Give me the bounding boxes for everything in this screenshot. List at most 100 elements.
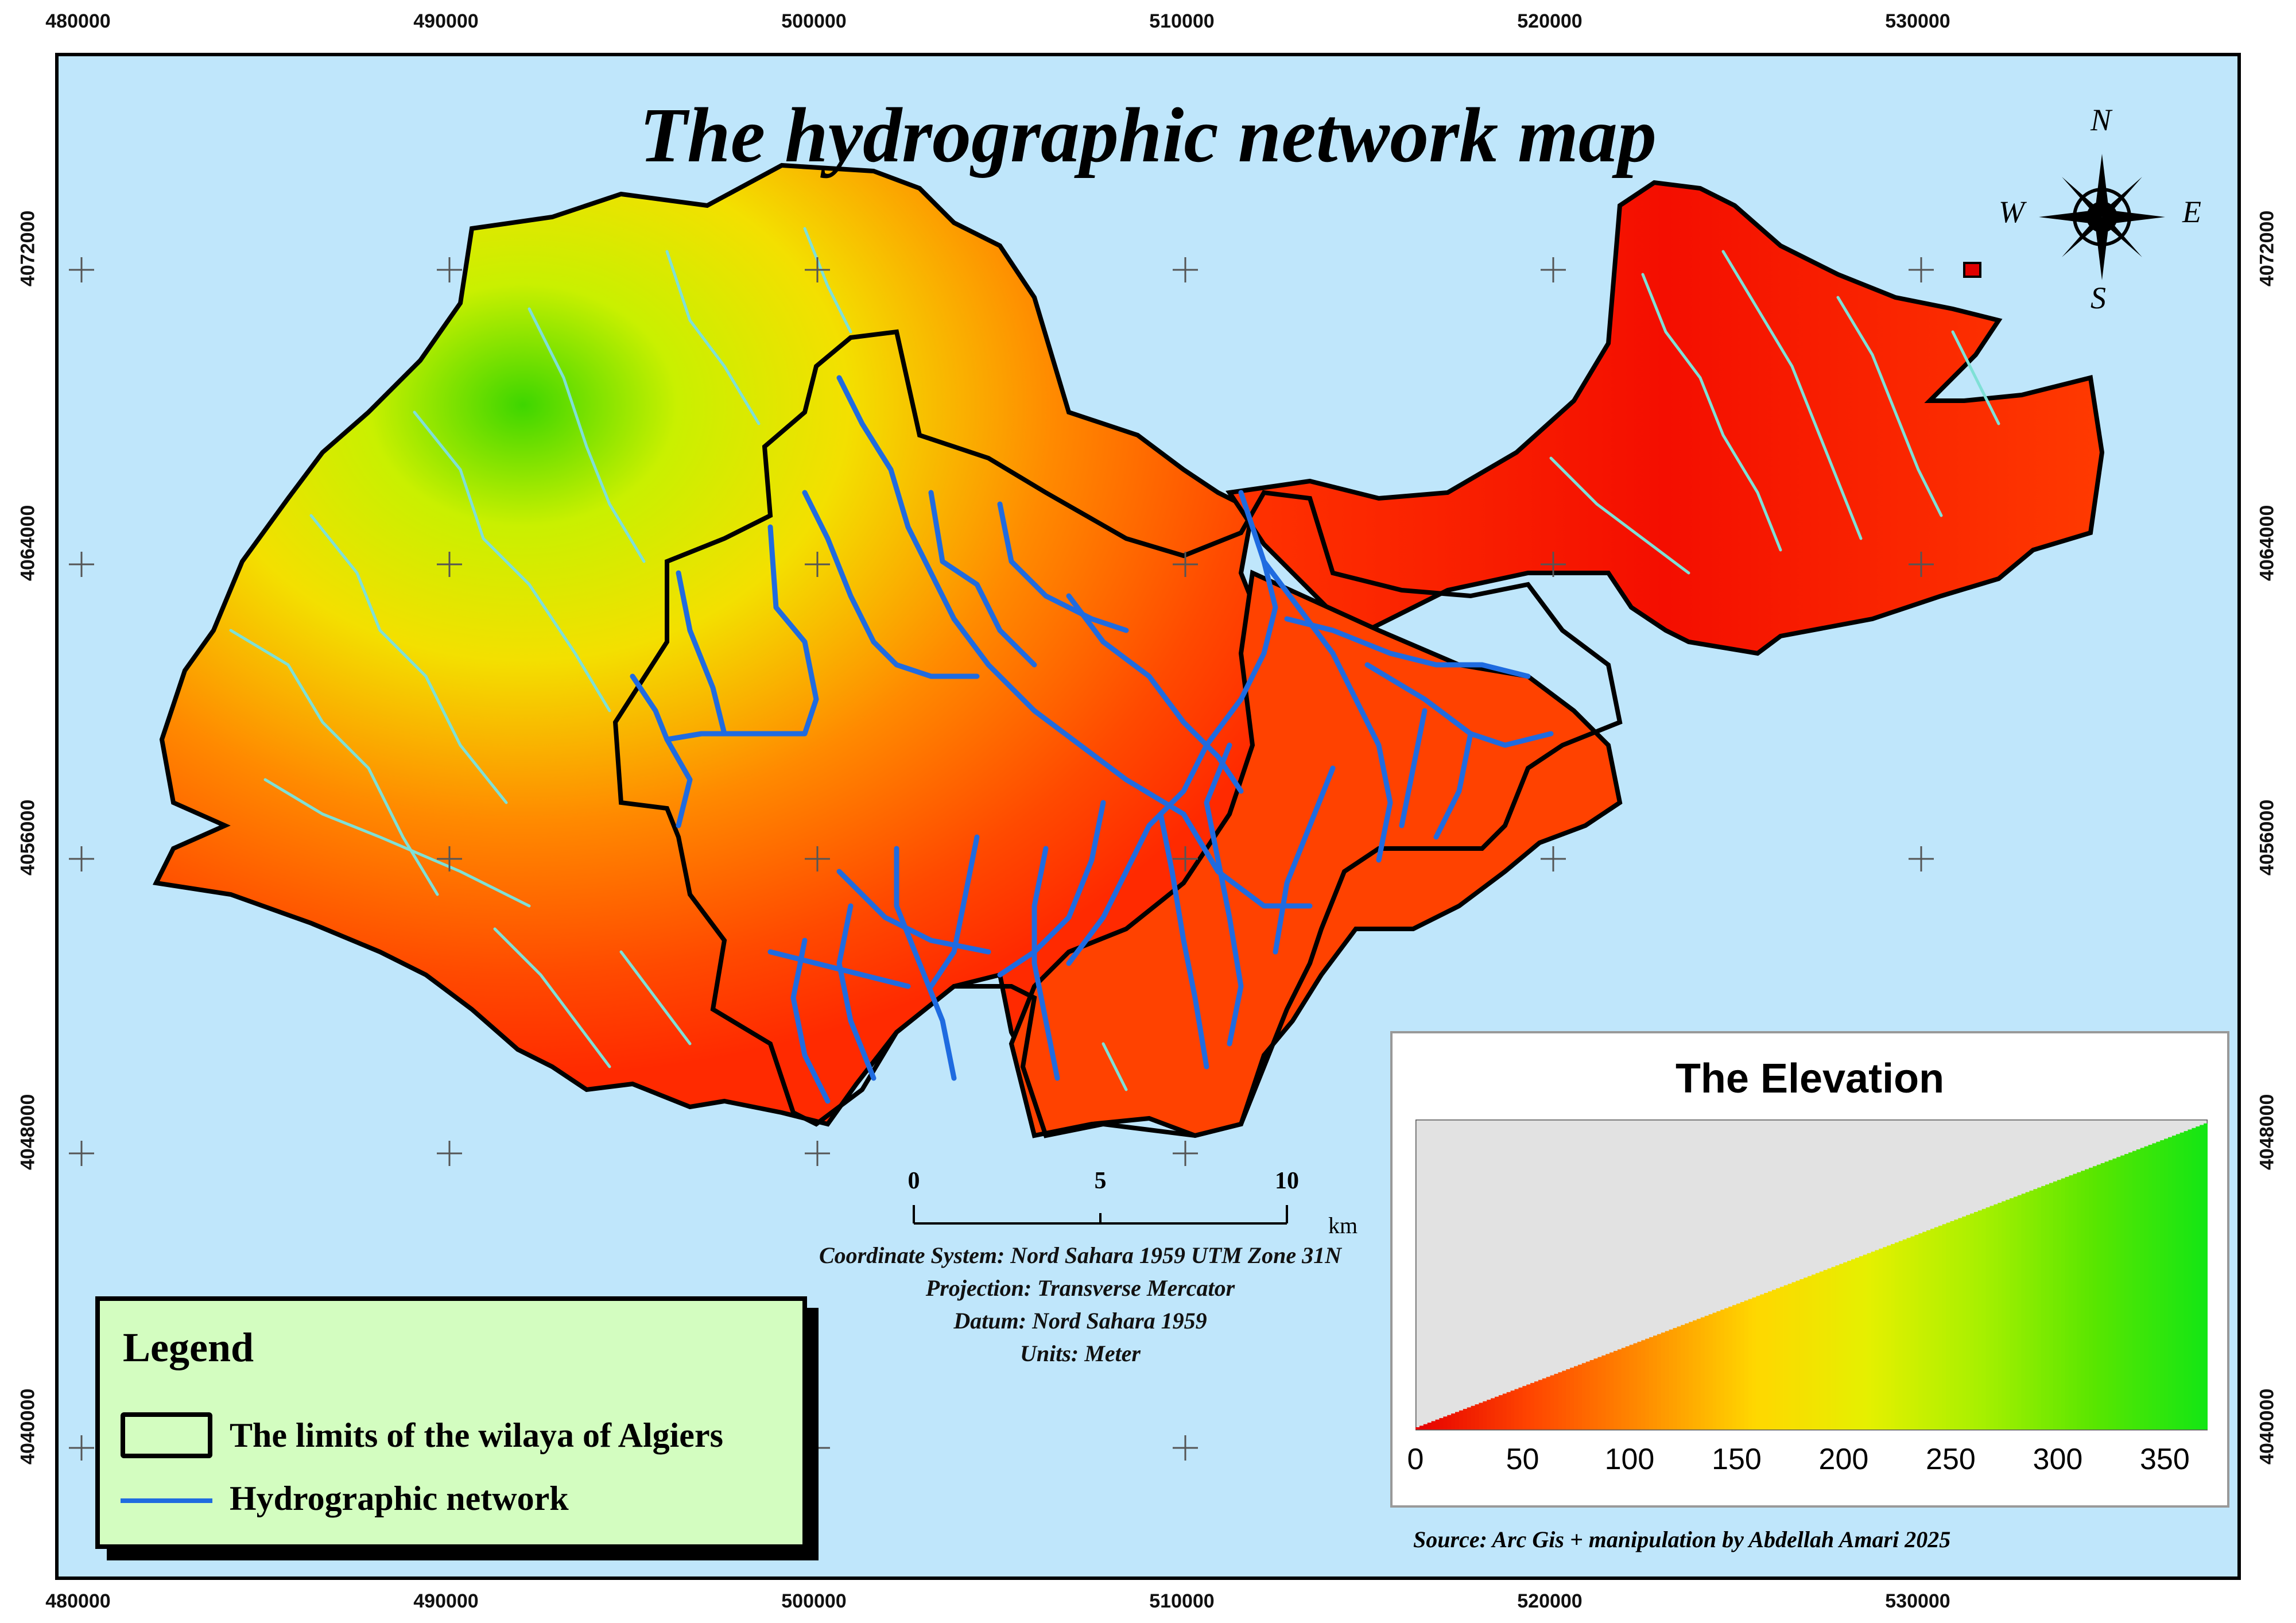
elevation-bar bbox=[1712, 1312, 1717, 1430]
elevation-bar bbox=[1522, 1386, 1527, 1430]
elevation-bar bbox=[1819, 1271, 1824, 1430]
elevation-bar bbox=[1772, 1289, 1777, 1430]
compass-east: E bbox=[2182, 195, 2201, 229]
y-tick-left-4048000: 4048000 bbox=[17, 1094, 39, 1170]
elevation-bar bbox=[2124, 1153, 2129, 1430]
elevation-bar bbox=[2089, 1167, 2093, 1430]
elevation-title: The Elevation bbox=[1675, 1056, 1945, 1102]
elevation-bar bbox=[2179, 1132, 2185, 1430]
elevation-bar bbox=[1779, 1287, 1785, 1430]
elevation-bar bbox=[1704, 1315, 1709, 1430]
elevation-bar bbox=[1475, 1404, 1480, 1430]
elevation-bar bbox=[1902, 1239, 1907, 1430]
y-tick-right-4056000: 4056000 bbox=[2256, 799, 2278, 876]
elevation-bar bbox=[2096, 1164, 2101, 1430]
elevation-bar bbox=[2029, 1190, 2034, 1430]
elevation-bar bbox=[2144, 1146, 2149, 1430]
elevation-bar bbox=[1998, 1203, 2003, 1430]
elevation-bar bbox=[1570, 1368, 1574, 1430]
elevation-bar bbox=[1534, 1381, 1539, 1430]
elevation-bar bbox=[1930, 1229, 1935, 1430]
elevation-bar bbox=[1787, 1284, 1793, 1430]
coordinate-system: Coordinate System: Nord Sahara 1959 UTM … bbox=[819, 1242, 1342, 1268]
coordinate-info: Coordinate System: Nord Sahara 1959 UTM … bbox=[719, 1239, 1442, 1370]
elevation-bar bbox=[1546, 1377, 1551, 1430]
elevation-bar bbox=[2010, 1198, 2014, 1430]
elevation-bar bbox=[2053, 1181, 2058, 1430]
elevation-bar bbox=[2006, 1199, 2010, 1430]
elevation-bar bbox=[1910, 1236, 1915, 1430]
island bbox=[1963, 262, 1981, 278]
elevation-bar bbox=[2204, 1123, 2208, 1430]
elevation-bar bbox=[1550, 1375, 1555, 1430]
elevation-bar bbox=[1637, 1342, 1642, 1430]
elevation-bar bbox=[1673, 1328, 1678, 1430]
elevation-bar bbox=[1585, 1361, 1591, 1430]
elevation-bar bbox=[1423, 1424, 1428, 1430]
y-tick-right-4064000: 4064000 bbox=[2256, 505, 2278, 581]
elevation-bar bbox=[2188, 1129, 2193, 1430]
elevation-bar bbox=[1506, 1392, 1511, 1430]
elevation-bar bbox=[1593, 1358, 1599, 1430]
elevation-bar bbox=[1502, 1393, 1507, 1430]
elevation-bar bbox=[1994, 1204, 1999, 1430]
elevation-bar bbox=[2073, 1173, 2078, 1430]
elevation-bar bbox=[1835, 1265, 1840, 1430]
elevation-bar bbox=[1526, 1384, 1531, 1430]
scale-label-5: 5 bbox=[1094, 1168, 1107, 1194]
elevation-bar bbox=[2037, 1187, 2042, 1430]
elevation-bar bbox=[1625, 1346, 1630, 1430]
elevation-tick-50: 50 bbox=[1506, 1443, 1539, 1476]
x-tick-bottom-520000: 520000 bbox=[1517, 1590, 1583, 1612]
elevation-bar bbox=[2108, 1160, 2113, 1430]
elevation-bar bbox=[1419, 1426, 1424, 1430]
elevation-bar bbox=[1427, 1423, 1432, 1430]
elevation-bar bbox=[1649, 1337, 1654, 1430]
legend-title: Legend bbox=[123, 1324, 254, 1370]
secondary-streams bbox=[229, 227, 2000, 1091]
units: Units: Meter bbox=[1020, 1341, 1141, 1366]
elevation-bar bbox=[1926, 1230, 1931, 1430]
legend: Legend The limits of the wilaya of Algie… bbox=[95, 1296, 807, 1549]
elevation-bar bbox=[2045, 1184, 2050, 1430]
x-tick-bottom-510000: 510000 bbox=[1149, 1590, 1215, 1612]
elevation-bar bbox=[1812, 1275, 1816, 1430]
elevation-bar bbox=[1808, 1276, 1812, 1430]
y-tick-left-4072000: 4072000 bbox=[17, 210, 39, 286]
elevation-bar bbox=[1669, 1329, 1674, 1430]
elevation-bar bbox=[1562, 1370, 1567, 1430]
elevation-bar bbox=[1827, 1268, 1832, 1430]
elevation-bar bbox=[2002, 1201, 2007, 1430]
elevation-bar bbox=[1783, 1285, 1789, 1430]
elevation-bar bbox=[2128, 1152, 2133, 1430]
elevation-bar bbox=[1463, 1409, 1468, 1430]
elevation-bar bbox=[1981, 1208, 1987, 1430]
elevation-bar bbox=[1898, 1241, 1903, 1430]
elevation-bar bbox=[1530, 1382, 1535, 1430]
elevation-bar bbox=[1415, 1427, 1420, 1430]
elevation-bar bbox=[2152, 1143, 2157, 1430]
elevation-bar bbox=[1554, 1373, 1559, 1430]
elevation-bar bbox=[1681, 1324, 1686, 1430]
elevation-bar bbox=[1677, 1326, 1682, 1430]
elevation-bar bbox=[1459, 1410, 1464, 1430]
elevation-bar bbox=[2049, 1183, 2054, 1430]
legend-label-network: Hydrographic network bbox=[230, 1479, 569, 1517]
y-tick-right-4048000: 4048000 bbox=[2256, 1094, 2278, 1170]
elevation-bar bbox=[1839, 1264, 1844, 1430]
elevation-bar bbox=[2033, 1189, 2038, 1430]
x-tick-bottom-500000: 500000 bbox=[781, 1590, 847, 1612]
elevation-bar bbox=[2160, 1140, 2165, 1430]
elevation-bar bbox=[1443, 1416, 1448, 1430]
compass-rose-icon bbox=[2039, 154, 2165, 280]
y-tick-right-4072000: 4072000 bbox=[2256, 210, 2278, 286]
compass-west: W bbox=[1999, 195, 2024, 229]
elevation-bar bbox=[1871, 1252, 1876, 1430]
elevation-bar bbox=[1804, 1277, 1809, 1430]
elevation-bar bbox=[2021, 1194, 2026, 1430]
compass-south: S bbox=[2091, 281, 2106, 315]
elevation-bar bbox=[1760, 1294, 1765, 1430]
elevation-bar bbox=[2175, 1134, 2181, 1430]
elevation-bar bbox=[1831, 1266, 1836, 1430]
elevation-bar bbox=[1693, 1320, 1697, 1430]
